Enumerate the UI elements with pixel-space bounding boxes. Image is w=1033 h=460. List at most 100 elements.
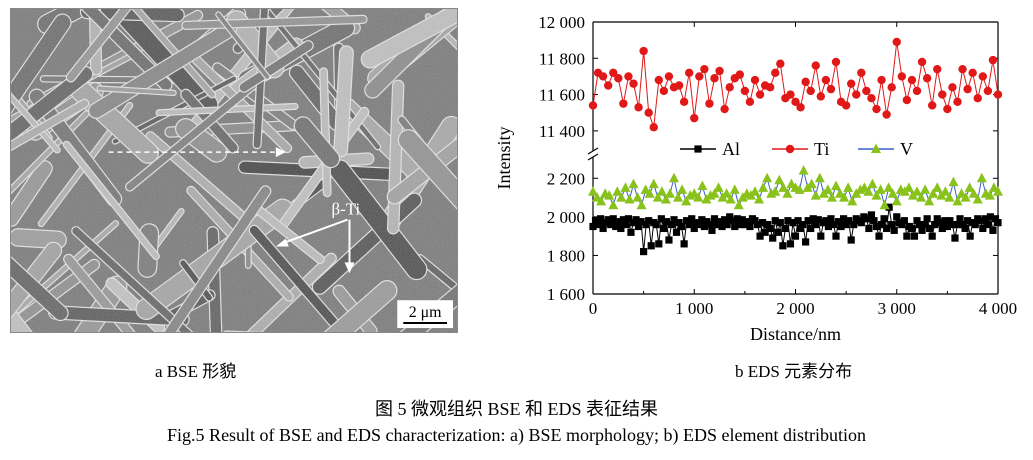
point-ti [684,68,694,78]
point-v [940,186,951,196]
point-ti [841,101,851,110]
point-v [794,184,805,194]
point-v [867,178,878,189]
point-v [758,182,769,192]
point-al [890,226,898,234]
point-v [656,186,667,196]
point-al [738,216,746,224]
beta-ti-label: β-Ti [332,200,361,219]
point-ti [852,90,861,99]
point-v [673,192,684,202]
point-ti [664,72,674,81]
point-al [591,217,600,225]
point-al [926,224,934,233]
point-al [708,226,716,234]
point-v [968,188,979,198]
point-al [612,222,620,231]
point-ti [710,74,719,83]
point-v [871,143,881,153]
point-v [632,192,643,202]
point-v [964,182,975,192]
point-al [984,220,992,229]
point-al [842,220,850,229]
point-al [695,220,703,229]
point-v [822,184,833,194]
point-al [913,217,921,225]
point-v [725,194,736,204]
point-al [953,220,962,229]
point-al [685,220,693,229]
point-v [669,172,679,183]
point-al [948,220,957,229]
y-tick-label: 1 800 [547,246,585,265]
point-v [976,172,987,183]
point-ti [801,77,810,87]
point-ti [912,86,922,96]
point-al [677,222,686,231]
axis-break-mark [587,147,599,155]
point-v [920,184,931,194]
point-al [596,215,605,223]
point-v [713,182,724,192]
point-al [964,217,972,225]
point-al [867,211,876,219]
point-ti [639,46,648,56]
point-v [806,178,817,189]
scale-bar-label: 2 μm [409,304,442,321]
point-ti [755,90,765,99]
point-al [951,234,959,242]
point-al [991,215,1000,223]
point-al [723,220,731,229]
point-al [614,218,622,226]
point-al [769,234,777,242]
point-al [784,217,792,225]
point-ti [654,75,664,85]
point-al [946,217,954,225]
point-ti [907,75,917,85]
point-v [839,192,850,202]
point-ti [943,104,952,114]
point-al [781,224,789,233]
point-al [872,222,881,231]
point-ti [958,64,967,74]
point-al [774,228,782,236]
legend-label-ti: Ti [814,139,829,159]
point-ti [725,83,734,92]
point-v [831,180,841,190]
point-v [770,186,781,196]
point-al [908,224,916,233]
point-v [972,194,983,204]
point-ti [963,84,972,94]
point-ti [973,94,982,103]
point-al [624,215,633,223]
point-al [956,215,964,223]
point-ti [690,113,699,123]
point-v [887,188,898,198]
point-al [862,215,870,223]
point-v [814,172,825,183]
x-axis-label: Distance/nm [750,324,841,344]
point-ti [857,68,866,78]
point-al [634,222,643,231]
point-al [941,217,949,225]
figure-caption-cn: 图 5 微观组织 BSE 和 EDS 表征结果 [374,399,658,419]
point-al [786,240,795,248]
point-v [608,199,619,210]
point-ti [634,103,643,112]
point-al [923,215,931,223]
point-al [705,220,714,229]
point-al [807,224,815,233]
point-al [789,219,797,227]
point-al [796,224,805,233]
y-axis-label: Intensity [494,127,514,190]
point-ti [902,95,912,105]
point-v [924,195,935,206]
point-al [640,247,648,256]
point-ti [953,97,962,107]
point-ti [603,81,613,90]
point-al [880,215,888,223]
axis-break-mark [587,153,599,161]
point-al [898,220,906,229]
point-al [979,224,987,233]
point-al [837,222,845,231]
